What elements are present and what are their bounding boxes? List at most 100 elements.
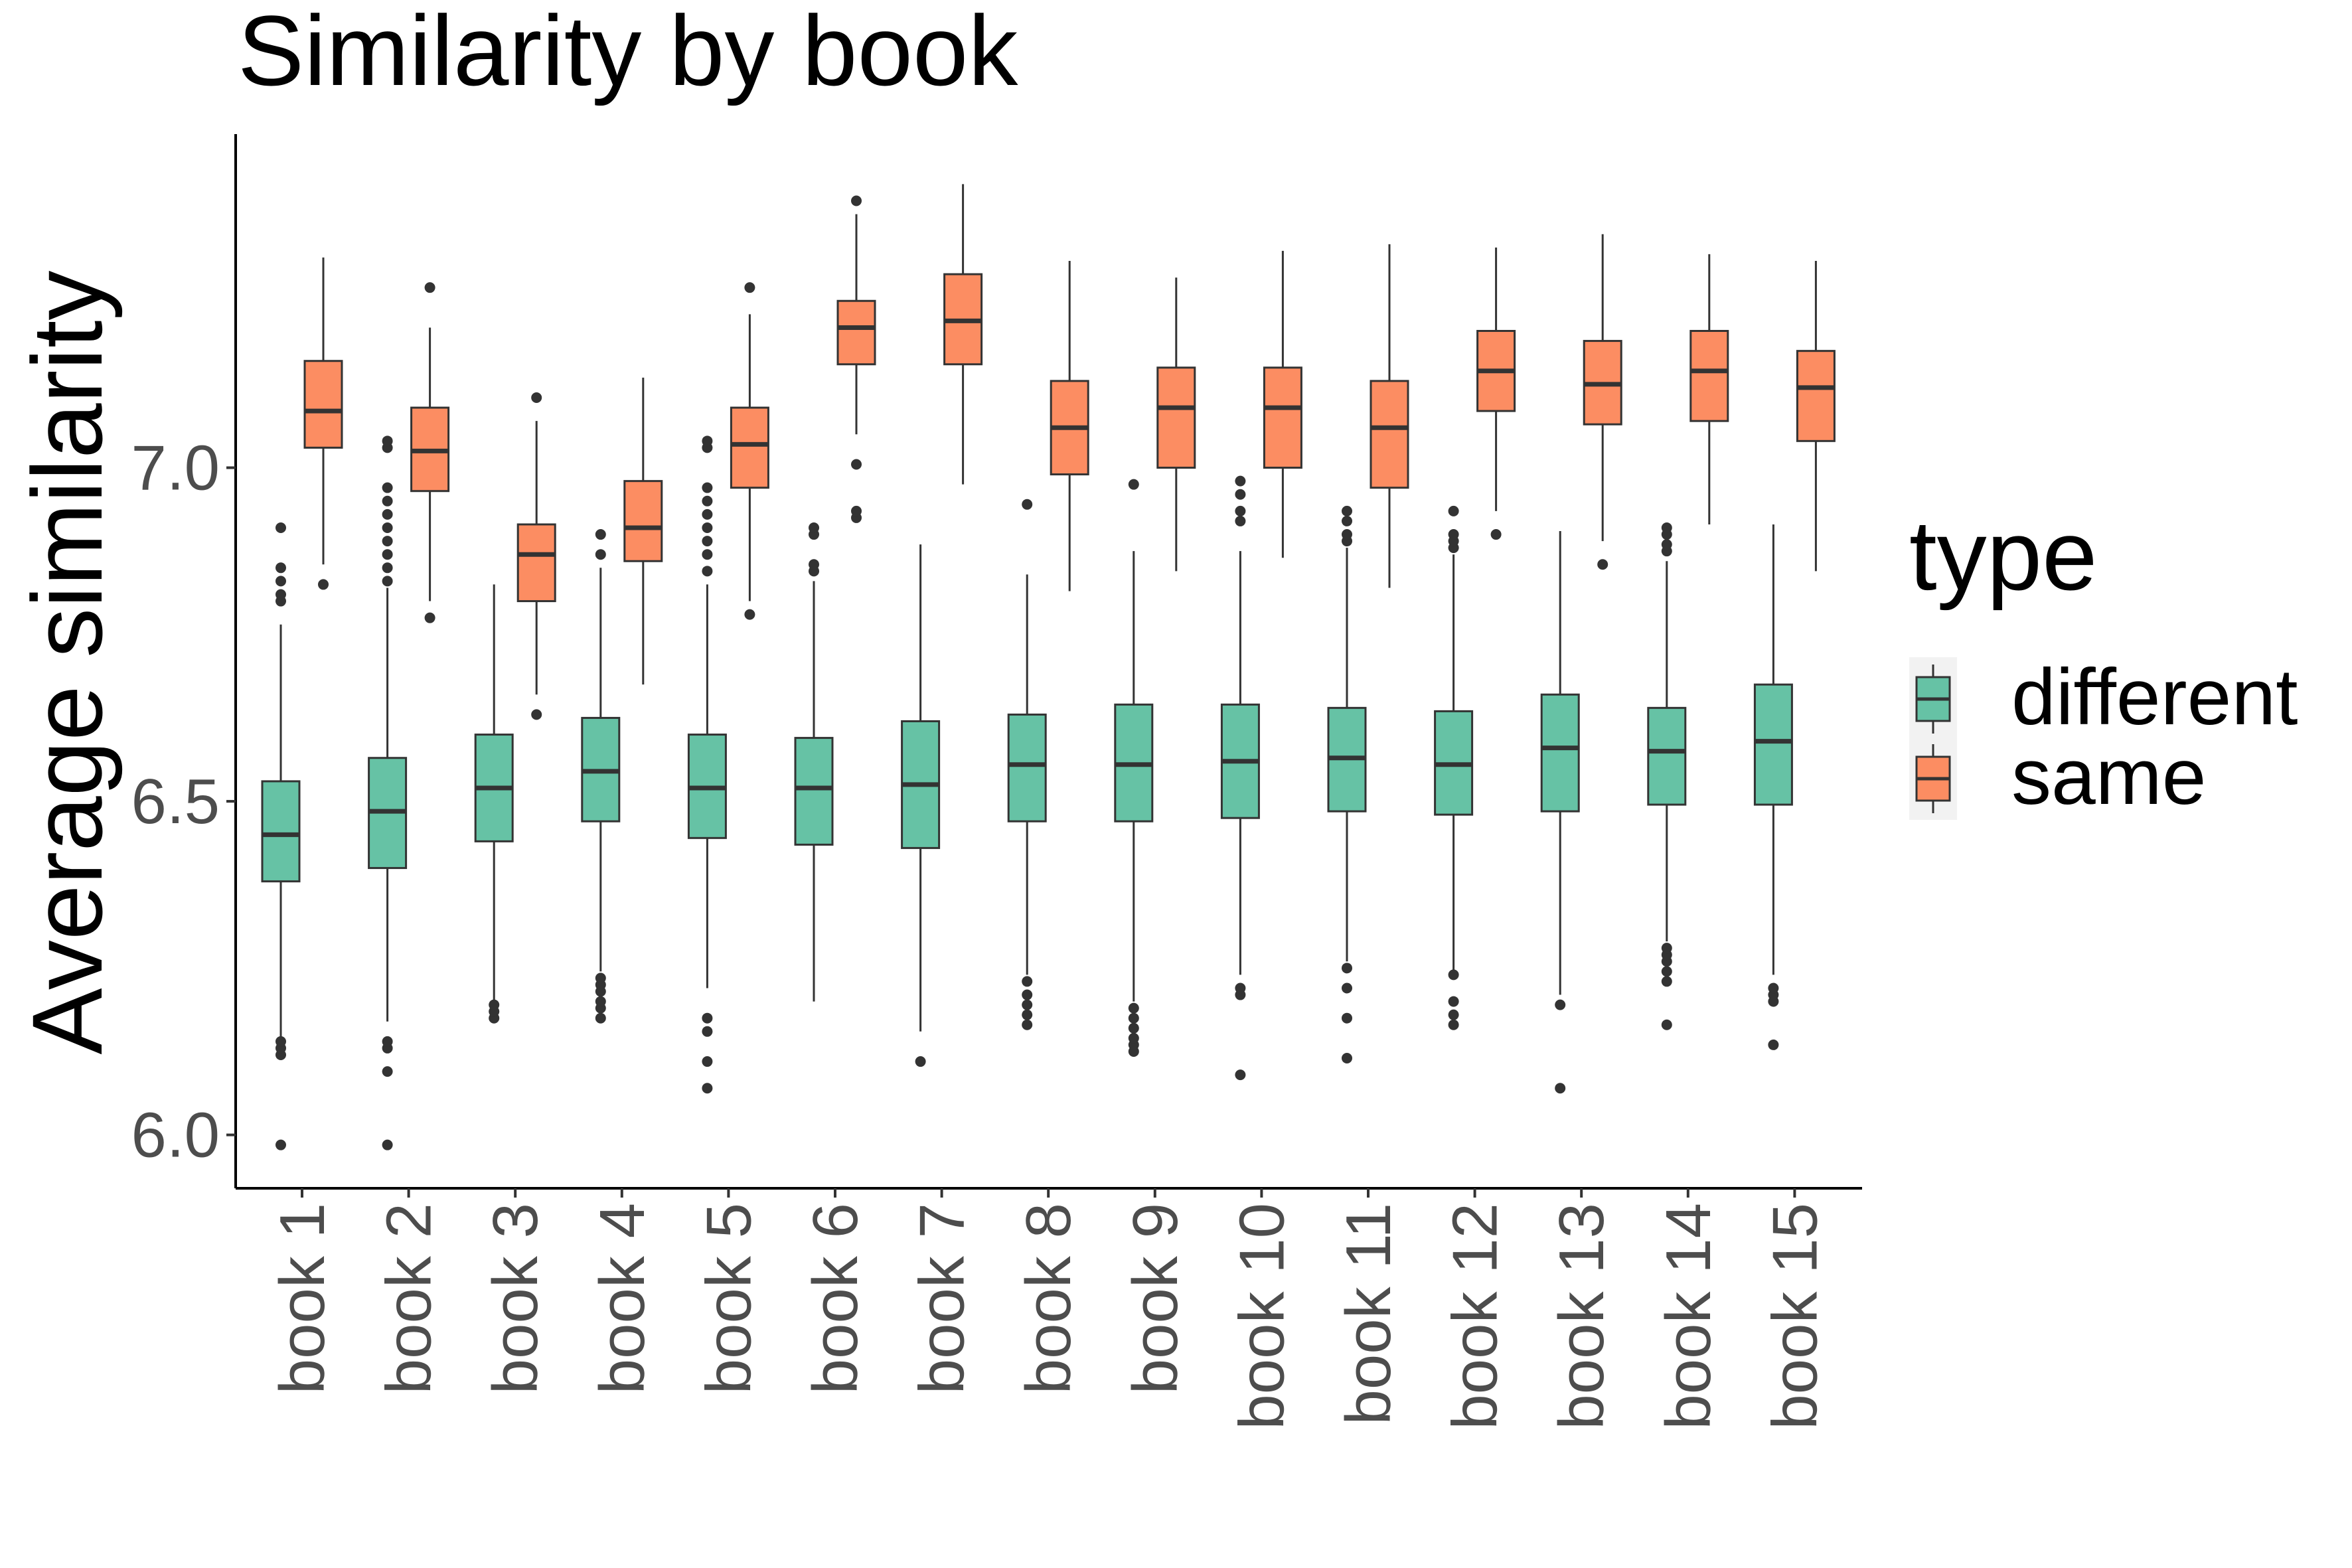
outlier-point — [1448, 996, 1459, 1007]
outlier-point — [1661, 1019, 1672, 1030]
outlier-point — [382, 435, 393, 447]
outlier-point — [1448, 969, 1459, 980]
outlier-point — [1342, 963, 1352, 974]
outlier-point — [1235, 515, 1246, 526]
box-same-15 — [1796, 260, 1836, 572]
outlier-point — [382, 1139, 393, 1150]
box-same-12 — [1476, 247, 1516, 540]
outlier-point — [1342, 982, 1352, 994]
x-tick-label: book 14 — [1653, 1203, 1724, 1430]
y-tick-label: 7.0 — [131, 433, 220, 504]
outlier-point — [744, 609, 755, 620]
box-iqr — [1753, 683, 1793, 806]
outlier-point — [851, 195, 862, 206]
outlier-point — [1342, 529, 1352, 540]
box-iqr — [730, 406, 769, 489]
box-iqr — [1007, 713, 1047, 823]
outlier-point — [382, 549, 393, 560]
outlier-point — [809, 522, 819, 533]
outlier-point — [382, 1036, 393, 1047]
outlier-point — [275, 589, 286, 600]
box-same-5 — [730, 282, 769, 620]
box-iqr — [623, 480, 663, 562]
box-iqr — [1689, 329, 1729, 422]
outlier-point — [1022, 989, 1033, 1000]
outlier-point — [382, 482, 393, 493]
box-same-3 — [516, 392, 556, 720]
box-different-10 — [1220, 475, 1260, 1081]
box-different-14 — [1647, 522, 1687, 1030]
outlier-point — [1342, 1053, 1352, 1064]
box-same-6 — [836, 195, 876, 523]
outlier-point — [424, 282, 435, 293]
outlier-point — [318, 579, 329, 590]
outlier-point — [595, 996, 606, 1007]
outlier-point — [1342, 505, 1352, 516]
outlier-point — [702, 1012, 713, 1024]
box-different-13 — [1540, 531, 1580, 1094]
outlier-point — [915, 1056, 926, 1067]
x-tick-label: book 5 — [693, 1203, 764, 1394]
chart-title: Similarity by book — [238, 0, 1018, 106]
box-iqr — [1263, 366, 1302, 469]
outlier-point — [1235, 982, 1246, 994]
outlier-point — [531, 392, 542, 403]
box-iqr — [516, 523, 556, 603]
outlier-point — [424, 612, 435, 623]
outlier-point — [1661, 966, 1672, 977]
outlier-point — [275, 576, 286, 587]
box-different-3 — [474, 584, 514, 1024]
box-series-group — [261, 184, 1836, 1150]
box-different-15 — [1753, 524, 1793, 1050]
y-tick-label: 6.5 — [131, 766, 220, 837]
x-tick-label: book 10 — [1226, 1203, 1297, 1430]
outlier-point — [382, 536, 393, 547]
box-different-5 — [687, 435, 727, 1094]
box-iqr — [1156, 366, 1196, 469]
outlier-point — [489, 999, 500, 1010]
outlier-point — [702, 509, 713, 520]
box-iqr — [1370, 380, 1409, 489]
x-tick-label: book 13 — [1546, 1203, 1617, 1430]
outlier-point — [1448, 529, 1459, 540]
box-different-6 — [794, 522, 834, 1002]
outlier-point — [275, 1036, 286, 1047]
outlier-point — [1235, 1069, 1246, 1081]
outlier-point — [1768, 1039, 1779, 1050]
outlier-point — [851, 505, 862, 516]
box-same-2 — [410, 282, 450, 623]
x-tick-label: book 9 — [1120, 1203, 1191, 1394]
box-same-4 — [623, 377, 663, 685]
outlier-point — [1342, 515, 1352, 526]
outlier-point — [702, 1026, 713, 1037]
box-iqr — [836, 299, 876, 366]
outlier-point — [1235, 489, 1246, 500]
box-different-12 — [1434, 505, 1474, 1030]
outlier-point — [382, 509, 393, 520]
outlier-point — [1448, 1009, 1459, 1020]
outlier-point — [1022, 499, 1033, 510]
outlier-point — [1448, 1019, 1459, 1030]
outlier-point — [1768, 982, 1779, 994]
box-same-8 — [1050, 260, 1089, 591]
box-different-2 — [368, 435, 408, 1150]
box-same-7 — [943, 184, 983, 485]
outlier-point — [702, 549, 713, 560]
outlier-point — [702, 482, 713, 493]
outlier-point — [1128, 1012, 1139, 1024]
x-tick-label: book 2 — [374, 1203, 445, 1394]
outlier-point — [275, 522, 286, 533]
outlier-point — [1128, 479, 1139, 490]
outlier-point — [382, 1066, 393, 1077]
box-iqr — [794, 737, 834, 846]
outlier-point — [531, 709, 542, 720]
x-tick-label: book 8 — [1013, 1203, 1084, 1394]
x-tick-label: book 11 — [1333, 1203, 1404, 1425]
box-iqr — [1796, 350, 1836, 442]
outlier-point — [595, 1012, 606, 1024]
series-same — [303, 184, 1836, 720]
outlier-point — [702, 536, 713, 547]
